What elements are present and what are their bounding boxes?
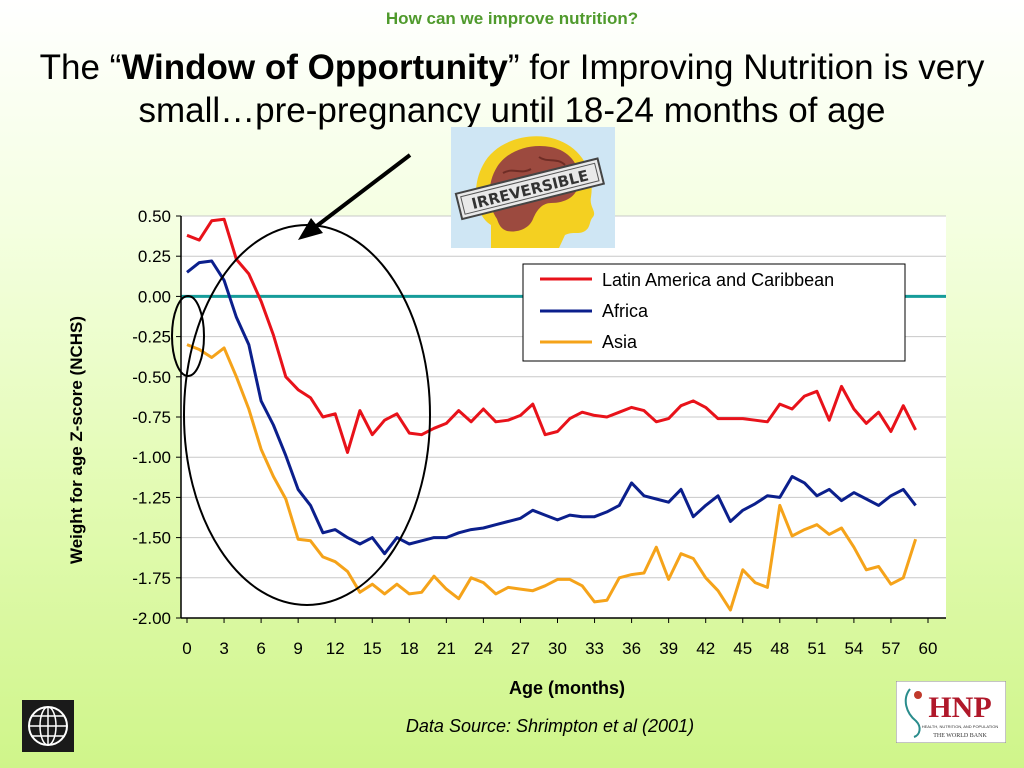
birth-highlight-ellipse <box>171 295 205 377</box>
x-tick-label: 36 <box>622 639 641 658</box>
x-tick-label: 21 <box>437 639 456 658</box>
x-tick-label: 9 <box>293 639 302 658</box>
x-tick-label: 6 <box>256 639 265 658</box>
legend-label-latin-america: Latin America and Caribbean <box>602 270 834 290</box>
legend-label-africa: Africa <box>602 301 649 321</box>
slide-title: The “Window of Opportunity” for Improvin… <box>0 46 1024 132</box>
title-prefix: The “ <box>39 48 122 87</box>
title-emphasis: Window of Opportunity <box>121 48 508 87</box>
series-line-africa <box>186 259 917 556</box>
data-source-caption: Data Source: Shrimpton et al (2001) <box>405 716 695 736</box>
y-tick-label: -1.00 <box>132 448 171 467</box>
y-tick-label: 0.50 <box>138 207 171 226</box>
x-tick-label: 39 <box>659 639 678 658</box>
y-axis-label: Weight for age Z-score (NCHS) <box>67 316 86 564</box>
hnp-logo-org: THE WORLD BANK <box>933 733 987 739</box>
y-tick-label: -0.50 <box>132 368 171 387</box>
world-bank-globe-icon <box>22 700 74 752</box>
hnp-logo-subtitle: HEALTH, NUTRITION, AND POPULATION <box>922 724 999 729</box>
series-group <box>186 217 918 612</box>
brain-head-icon: IRREVERSIBLE <box>451 127 615 248</box>
x-tick-label: 57 <box>881 639 900 658</box>
x-axis-label: Age (months) <box>509 678 625 698</box>
y-tick-label: 0.25 <box>138 247 171 266</box>
x-tick-label: 51 <box>807 639 826 658</box>
x-tick-label: 48 <box>770 639 789 658</box>
y-tick-label: 0.00 <box>138 287 171 306</box>
x-tick-label: 54 <box>844 639 863 658</box>
legend: Latin America and Caribbean Africa Asia <box>522 263 906 362</box>
series-line-asia <box>186 343 918 612</box>
y-tick-label: -1.50 <box>132 529 171 548</box>
x-tick-label: 45 <box>733 639 752 658</box>
x-tick-label: 18 <box>400 639 419 658</box>
x-tick-label: 24 <box>474 639 493 658</box>
x-tick-label: 15 <box>363 639 382 658</box>
x-tick-label: 12 <box>326 639 345 658</box>
hnp-logo-text: HNP <box>928 691 991 724</box>
y-tick-group: 0.50 0.25 0.00 -0.25 -0.50 -0.75 -1.00 -1.25 -1.… <box>132 207 181 628</box>
legend-label-asia: Asia <box>602 332 638 352</box>
x-tick-label: 60 <box>919 639 938 658</box>
x-tick-label: 27 <box>511 639 530 658</box>
x-tick-label: 30 <box>548 639 567 658</box>
series-line-latin-america <box>186 217 917 454</box>
y-tick-label: -1.25 <box>132 488 171 507</box>
y-tick-label: -0.25 <box>132 328 171 347</box>
slide-kicker: How can we improve nutrition? <box>385 9 639 28</box>
y-tick-label: -1.75 <box>132 569 171 588</box>
x-tick-group: 0 3 6 9 12 15 18 21 24 27 30 33 36 39 42 45 48 51 54 57 60 <box>182 618 937 658</box>
arrow-icon <box>298 153 412 240</box>
x-tick-label: 0 <box>182 639 191 658</box>
hnp-logo-icon: HNP HEALTH, NUTRITION, AND POPULATION TH… <box>896 681 1006 743</box>
y-tick-label: -2.00 <box>132 609 171 628</box>
x-tick-label: 33 <box>585 639 604 658</box>
x-tick-label: 3 <box>219 639 228 658</box>
x-tick-label: 42 <box>696 639 715 658</box>
y-tick-label: -0.75 <box>132 408 171 427</box>
title-suffix: ” for Improving Nutrition is very small…… <box>138 48 985 130</box>
